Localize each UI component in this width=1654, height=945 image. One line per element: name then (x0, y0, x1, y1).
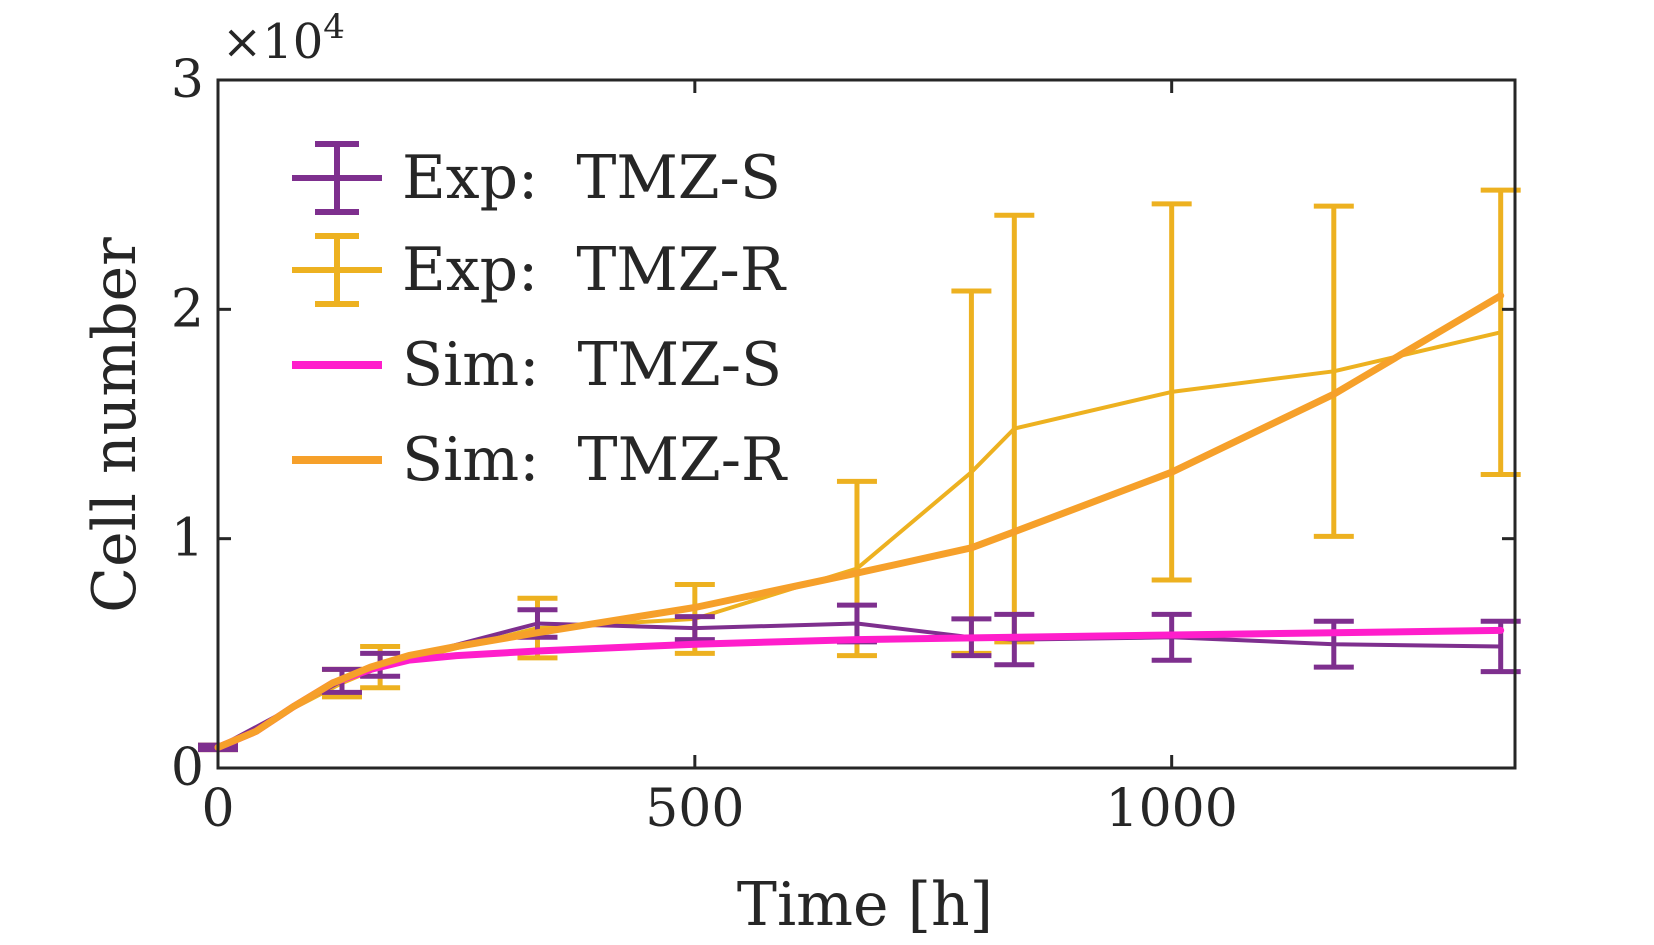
legend-item: Sim: TMZ-S (292, 330, 782, 400)
y-exponent-label: ×104 (222, 7, 345, 70)
x-tick-label: 0 (201, 779, 234, 839)
error-bar (994, 212, 1035, 645)
legend-item: Sim: TMZ-R (292, 425, 788, 495)
y-tick-label: 0 (171, 738, 204, 798)
legend-item: Exp: TMZ-S (292, 141, 781, 215)
legend-label: Exp: TMZ-R (402, 235, 787, 305)
legend-label: Sim: TMZ-S (402, 330, 782, 400)
y-exponent-power: 4 (323, 7, 345, 47)
x-axis-label: Time [h] (737, 870, 993, 940)
y-exponent-base: ×10 (222, 14, 323, 70)
y-tick-label: 3 (171, 50, 204, 110)
series-layer (198, 187, 1521, 753)
legend-item: Exp: TMZ-R (292, 233, 787, 307)
error-bar (1313, 618, 1354, 670)
x-tick-label: 1000 (1106, 779, 1238, 839)
legend-label: Exp: TMZ-S (402, 143, 781, 213)
error-bar (1151, 201, 1192, 583)
legend-label: Sim: TMZ-R (402, 425, 788, 495)
x-tick-label: 500 (645, 779, 744, 839)
error-bar (951, 288, 992, 656)
plot-frame (216, 78, 1517, 770)
error-bar (1313, 203, 1354, 539)
series-line-3 (214, 292, 1505, 751)
y-tick-label: 2 (171, 279, 204, 339)
tick-layer: 0 500 1000 0 1 2 3 (171, 50, 1515, 839)
error-bar (674, 614, 715, 643)
y-axis-label: Cell number (80, 237, 150, 613)
y-tick-label: 1 (171, 509, 204, 569)
legend: Exp: TMZ-S Exp: TMZ-R Sim: TMZ-S Sim: TMZ-R (292, 141, 788, 495)
